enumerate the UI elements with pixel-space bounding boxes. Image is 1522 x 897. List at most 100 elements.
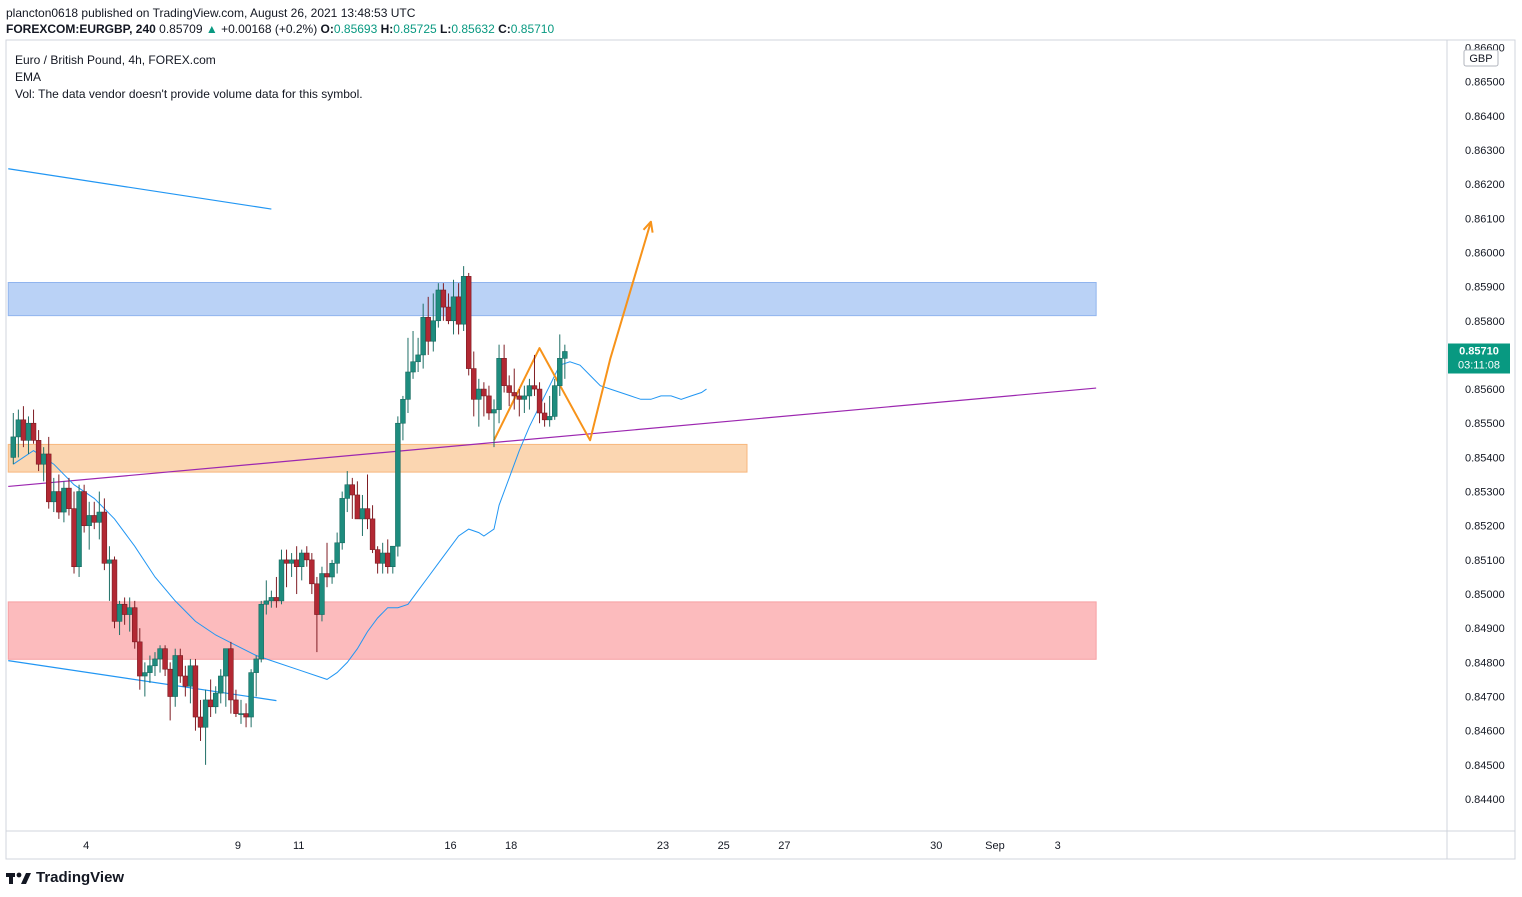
close-value: 0.85710 xyxy=(510,22,555,36)
candle-body xyxy=(430,320,436,342)
candles-layer xyxy=(10,266,568,765)
candle-body xyxy=(455,296,462,325)
upper-channel-line xyxy=(8,168,272,210)
candle-body xyxy=(35,440,42,465)
currency-badge xyxy=(1463,49,1499,67)
resistance-zone xyxy=(7,282,1097,317)
candle-body xyxy=(182,675,189,687)
time-tick-label: 16 xyxy=(444,840,456,852)
time-tick-label: 11 xyxy=(293,840,304,852)
candle-body xyxy=(491,409,497,414)
last-price-tag xyxy=(1448,343,1510,374)
time-tick-label: Sep xyxy=(985,840,1005,852)
candle-body xyxy=(450,296,457,322)
candle-body xyxy=(415,354,421,363)
change-value: +0.00168 (+0.2%) xyxy=(221,22,318,36)
candle-body xyxy=(283,559,290,564)
candle-body xyxy=(71,508,77,568)
tradingview-logo[interactable]: TradingView xyxy=(6,869,124,886)
publish-header: plancton0618 published on TradingView.co… xyxy=(6,5,554,37)
open-value: 0.85693 xyxy=(333,22,378,36)
candle-body xyxy=(233,699,239,714)
candle-body xyxy=(344,484,350,499)
low-value: 0.85632 xyxy=(451,22,495,36)
candle-body xyxy=(420,317,426,356)
legend-volume[interactable]: Vol: The data vendor doesn't provide vol… xyxy=(15,87,363,101)
candle-body xyxy=(40,453,47,465)
publisher-line: plancton0618 published on TradingView.co… xyxy=(6,6,416,20)
candle-body xyxy=(329,562,335,578)
candle-body xyxy=(56,491,62,513)
candle-body xyxy=(304,552,310,561)
candle-body xyxy=(379,552,386,564)
candle-body xyxy=(116,603,123,622)
candle-body xyxy=(187,665,194,687)
price-tick-label: 0.86100 xyxy=(1465,213,1505,225)
price-tick-label: 0.86400 xyxy=(1465,111,1505,123)
candle-body xyxy=(207,699,214,708)
projection-arrow-head xyxy=(642,220,654,233)
candle-body xyxy=(536,388,543,414)
close-label: C: xyxy=(498,22,511,36)
tradingview-logo-icon xyxy=(6,872,31,884)
candle-body xyxy=(445,306,452,322)
legend-ema[interactable]: EMA xyxy=(15,70,42,84)
candle-body xyxy=(511,392,517,397)
price-tick-label: 0.85900 xyxy=(1465,282,1505,294)
candle-body xyxy=(238,713,244,715)
time-tick-label: 27 xyxy=(778,840,790,852)
candle-body xyxy=(192,665,199,718)
legend-symbol-title[interactable]: Euro / British Pound, 4h, FOREX.com xyxy=(15,53,216,67)
price-tick-label: 0.84900 xyxy=(1465,623,1505,635)
candle-body xyxy=(516,395,523,400)
candle-body xyxy=(248,672,254,718)
symbol-label: FOREXCOM:EURGBP, 240 xyxy=(6,22,156,36)
candle-body xyxy=(10,436,16,458)
candle-body xyxy=(25,422,32,441)
drawings-layer xyxy=(8,168,1097,702)
candle-body xyxy=(66,487,72,509)
candle-body xyxy=(425,317,431,342)
candle-body xyxy=(526,385,533,397)
candle-body xyxy=(552,385,558,417)
candle-body xyxy=(91,515,97,523)
candle-body xyxy=(314,583,320,615)
candle-body xyxy=(506,385,512,393)
candle-body xyxy=(61,487,67,513)
candle-body xyxy=(288,559,295,564)
candle-body xyxy=(349,484,356,496)
projection-arrow xyxy=(493,221,652,442)
candle-body xyxy=(157,648,163,660)
candle-body xyxy=(339,498,345,544)
candle-body xyxy=(106,559,113,564)
zones-layer xyxy=(7,282,1097,660)
price-tick-label: 0.85100 xyxy=(1465,555,1505,567)
candle-body xyxy=(197,716,204,728)
candle-body xyxy=(278,559,285,602)
candle-body xyxy=(385,552,391,568)
chart-legend: Euro / British Pound, 4h, FOREX.com EMA … xyxy=(15,52,363,103)
price-tick-label: 0.85400 xyxy=(1465,452,1505,464)
tradingview-brand-text: TradingView xyxy=(36,869,125,886)
candle-body xyxy=(15,419,22,438)
candle-body xyxy=(359,508,366,520)
time-axis[interactable]: 4 9 11 16 18 23 25 27 30 Sep 3 xyxy=(83,840,1061,852)
candle-body xyxy=(562,351,568,359)
candle-body xyxy=(496,358,502,410)
candle-body xyxy=(81,491,87,527)
candle-body xyxy=(172,655,178,697)
candle-body xyxy=(126,607,133,615)
price-axis[interactable]: 0.84400 0.84500 0.84600 0.84700 0.84800 0.849… xyxy=(1465,42,1505,806)
candle-body xyxy=(410,361,416,373)
price-tick-label: 0.85300 xyxy=(1465,487,1505,499)
candle-body xyxy=(476,388,482,400)
high-value: 0.85725 xyxy=(393,22,437,36)
candle-body xyxy=(471,368,477,400)
candle-body xyxy=(364,508,371,520)
price-tick-label: 0.85600 xyxy=(1465,384,1505,396)
price-tick-label: 0.86200 xyxy=(1465,179,1505,191)
candle-body xyxy=(243,713,249,718)
candle-body xyxy=(521,395,528,400)
price-tick-label: 0.84600 xyxy=(1465,726,1505,738)
